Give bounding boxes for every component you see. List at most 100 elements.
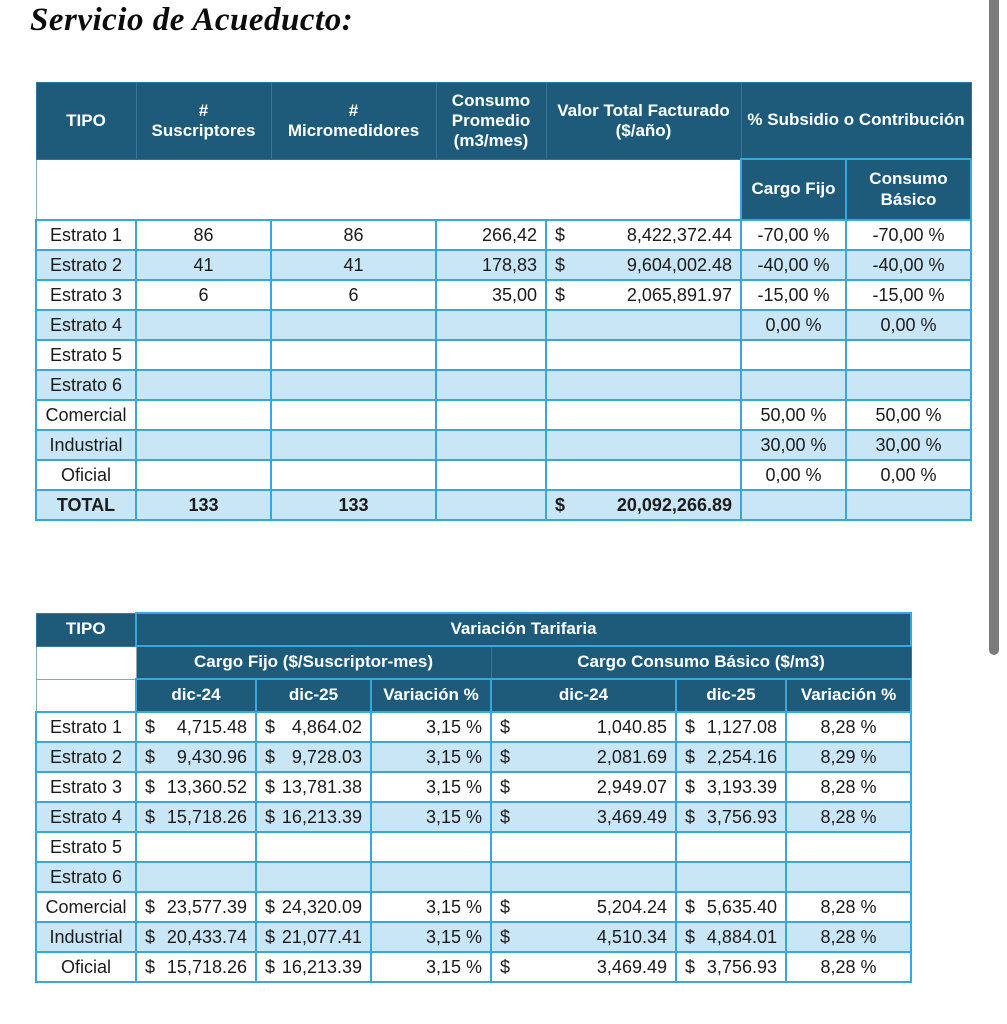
currency-symbol: $	[500, 716, 511, 737]
cell-micromedidores: 41	[270, 249, 437, 281]
cell-cf-dic25: $13,781.38	[255, 771, 372, 803]
cell-cf-variacion: 3,15 %	[370, 951, 492, 983]
header-row-1: TIPO Variación Tarifaria	[35, 612, 913, 647]
cell-subsidio-cargo-fijo: -40,00 %	[740, 249, 847, 281]
cell-subsidio-cargo-fijo	[740, 339, 847, 371]
currency-symbol: $	[145, 746, 156, 767]
header-cargo-fijo: Cargo Fijo	[740, 158, 847, 221]
cell-tipo: Comercial	[35, 891, 137, 923]
header-spacer-cell	[35, 645, 137, 680]
cell-suscriptores	[135, 369, 272, 401]
cell-tipo: Estrato 2	[35, 741, 137, 773]
cell-tipo: Estrato 4	[35, 801, 137, 833]
table-row: Estrato 4 0,00 % 0,00 %	[35, 309, 972, 341]
cell-tipo: Estrato 5	[35, 339, 137, 371]
cell-tipo: Estrato 1	[35, 711, 137, 743]
header-valor-total: Valor Total Facturado ($/año)	[545, 82, 742, 160]
cell-ccb-dic24: $3,469.49	[490, 801, 677, 833]
cell-cf-variacion: 3,15 %	[370, 741, 492, 773]
acueducto-summary-table: TIPO # Suscriptores # Micromedidores Con…	[35, 82, 972, 521]
table-row: Estrato 5	[35, 339, 972, 371]
cell-ccb-variacion: 8,28 %	[784, 711, 913, 743]
cell-cf-dic25	[255, 861, 372, 893]
cell-valor-total	[545, 369, 742, 401]
currency-symbol: $	[685, 896, 696, 917]
currency-symbol: $	[685, 956, 696, 977]
cell-ccb-dic25: $1,127.08	[675, 711, 787, 743]
cell-subsidio-consumo-basico: 30,00 %	[845, 429, 972, 461]
currency-symbol: $	[145, 926, 156, 947]
vertical-scrollbar-thumb[interactable]	[989, 0, 999, 655]
cell-consumo-promedio: 266,42	[435, 219, 547, 251]
cell-cf-dic25: $16,213.39	[255, 951, 372, 983]
amount-value: 3,469.49	[596, 806, 667, 827]
cell-subsidio-cargo-fijo	[740, 489, 847, 521]
cell-cf-dic25	[255, 831, 372, 863]
cell-subsidio-cargo-fijo	[740, 369, 847, 401]
header-suscriptores: # Suscriptores	[135, 82, 272, 160]
cell-micromedidores: 133	[270, 489, 437, 521]
cell-tipo: TOTAL	[35, 489, 137, 521]
cell-valor-total: $20,092,266.89	[545, 489, 742, 521]
cell-tipo: Estrato 1	[35, 219, 137, 251]
amount-value: 13,360.52	[166, 776, 247, 797]
cell-micromedidores	[270, 369, 437, 401]
cell-tipo: Estrato 4	[35, 309, 137, 341]
amount-value: 8,422,372.44	[626, 224, 732, 245]
cell-valor-total	[545, 399, 742, 431]
currency-symbol: $	[265, 956, 276, 977]
cell-subsidio-consumo-basico: 0,00 %	[845, 459, 972, 491]
currency-symbol: $	[265, 746, 276, 767]
cell-ccb-variacion: 8,28 %	[784, 801, 913, 833]
cell-ccb-dic25: $3,193.39	[675, 771, 787, 803]
header-spacer-cell	[35, 678, 137, 713]
cell-micromedidores	[270, 429, 437, 461]
amount-value: 3,756.93	[706, 956, 777, 977]
cell-subsidio-consumo-basico: 0,00 %	[845, 309, 972, 341]
amount-value: 2,949.07	[596, 776, 667, 797]
amount-value: 1,040.85	[596, 716, 667, 737]
table-row: Comercial $23,577.39 $24,320.09 3,15 % $5,20…	[35, 891, 913, 923]
cell-micromedidores	[270, 339, 437, 371]
currency-symbol: $	[555, 224, 566, 245]
cell-cf-dic25: $21,077.41	[255, 921, 372, 953]
cell-cf-variacion: 3,15 %	[370, 771, 492, 803]
cell-cf-dic24	[135, 831, 257, 863]
cell-suscriptores	[135, 429, 272, 461]
cell-subsidio-cargo-fijo: 30,00 %	[740, 429, 847, 461]
header-consumo-promedio: Consumo Promedio (m3/mes)	[435, 82, 547, 160]
currency-symbol: $	[500, 926, 511, 947]
currency-symbol: $	[265, 716, 276, 737]
currency-symbol: $	[500, 776, 511, 797]
header-tipo: TIPO	[35, 612, 137, 647]
cell-cf-variacion: 3,15 %	[370, 921, 492, 953]
cell-consumo-promedio	[435, 309, 547, 341]
header-suscriptores-sign: #	[198, 100, 209, 120]
cell-cf-variacion	[370, 861, 492, 893]
amount-value: 5,635.40	[706, 896, 777, 917]
table-row: Estrato 1 $4,715.48 $4,864.02 3,15 % $1,040.…	[35, 711, 913, 743]
amount-value: 5,204.24	[596, 896, 667, 917]
amount-value: 15,718.26	[166, 956, 247, 977]
cell-consumo-promedio	[435, 339, 547, 371]
currency-symbol: $	[685, 776, 696, 797]
cell-subsidio-consumo-basico	[845, 489, 972, 521]
cell-tipo: Oficial	[35, 951, 137, 983]
header-row-2: Cargo Fijo ($/Suscriptor-mes) Cargo Cons…	[35, 645, 912, 680]
amount-value: 16,213.39	[281, 806, 362, 827]
cell-tipo: Estrato 6	[35, 861, 137, 893]
cell-tipo: Estrato 3	[35, 279, 137, 311]
cell-tipo: Industrial	[35, 429, 137, 461]
amount-value: 4,864.02	[291, 716, 362, 737]
cell-ccb-dic24	[490, 861, 677, 893]
cell-cf-variacion: 3,15 %	[370, 711, 492, 743]
table-row: Estrato 3 $13,360.52 $13,781.38 3,15 % $2,94…	[35, 771, 913, 803]
cell-ccb-dic25: $5,635.40	[675, 891, 787, 923]
cell-subsidio-consumo-basico: -70,00 %	[845, 219, 972, 251]
cell-ccb-dic24: $2,081.69	[490, 741, 677, 773]
cell-tipo: Oficial	[35, 459, 137, 491]
header-micromedidores-label: Micromedidores	[287, 120, 420, 140]
cell-cf-dic24: $15,718.26	[135, 801, 257, 833]
cell-tipo: Estrato 5	[35, 831, 137, 863]
